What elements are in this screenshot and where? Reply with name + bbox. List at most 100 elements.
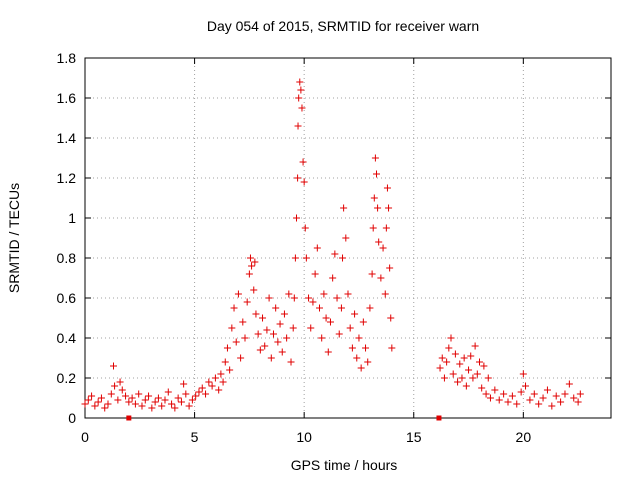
data-point bbox=[309, 298, 317, 306]
data-point bbox=[552, 392, 560, 400]
x-tick-label: 5 bbox=[191, 429, 199, 445]
data-point bbox=[480, 362, 488, 370]
data-point bbox=[256, 346, 264, 354]
data-point bbox=[295, 94, 303, 102]
data-point bbox=[287, 358, 295, 366]
data-point bbox=[205, 378, 213, 386]
data-point bbox=[311, 270, 319, 278]
data-point bbox=[252, 310, 260, 318]
y-tick-label: 1.4 bbox=[57, 130, 77, 146]
data-point bbox=[342, 234, 350, 242]
data-point bbox=[385, 204, 393, 212]
data-point bbox=[359, 318, 367, 326]
data-point bbox=[484, 374, 492, 382]
data-point bbox=[91, 402, 99, 410]
y-axis-label: SRMTID / TECUs bbox=[6, 183, 22, 293]
data-point bbox=[495, 396, 503, 404]
data-point bbox=[478, 384, 486, 392]
y-tick-label: 0 bbox=[68, 410, 76, 426]
x-tick-labels: 0 5 10 15 20 bbox=[81, 429, 531, 445]
data-point bbox=[340, 204, 348, 212]
data-point bbox=[208, 382, 216, 390]
data-point bbox=[449, 370, 457, 378]
zero-value-marker bbox=[436, 415, 442, 421]
x-axis-label: GPS time / hours bbox=[291, 457, 398, 473]
data-point bbox=[171, 404, 179, 412]
data-point bbox=[337, 304, 345, 312]
data-point bbox=[88, 392, 96, 400]
data-point bbox=[135, 390, 143, 398]
data-point bbox=[274, 338, 282, 346]
data-point bbox=[174, 394, 182, 402]
data-point bbox=[232, 338, 240, 346]
data-point bbox=[251, 258, 259, 266]
data-point bbox=[228, 324, 236, 332]
data-point bbox=[211, 374, 219, 382]
data-point bbox=[154, 394, 162, 402]
data-point bbox=[530, 390, 538, 398]
data-point bbox=[291, 254, 299, 262]
data-point bbox=[299, 158, 307, 166]
data-point bbox=[522, 382, 530, 390]
data-point bbox=[148, 404, 156, 412]
data-point bbox=[101, 404, 109, 412]
data-point bbox=[276, 320, 284, 328]
data-point bbox=[294, 174, 302, 182]
data-point bbox=[151, 398, 159, 406]
data-point bbox=[517, 388, 525, 396]
data-point bbox=[451, 350, 459, 358]
x-tick-label: 20 bbox=[516, 429, 532, 445]
data-point bbox=[570, 394, 578, 402]
data-point bbox=[250, 286, 258, 294]
data-point bbox=[245, 270, 253, 278]
data-point bbox=[473, 370, 481, 378]
data-point bbox=[386, 264, 394, 272]
data-point bbox=[267, 354, 275, 362]
x-tick-label: 0 bbox=[81, 429, 89, 445]
data-point bbox=[237, 354, 245, 362]
data-point bbox=[114, 396, 122, 404]
data-points bbox=[81, 78, 584, 421]
data-point bbox=[145, 392, 153, 400]
y-tick-label: 1 bbox=[68, 210, 76, 226]
data-point bbox=[548, 402, 556, 410]
data-point bbox=[561, 390, 569, 398]
data-point bbox=[280, 310, 288, 318]
data-point bbox=[362, 344, 370, 352]
data-point bbox=[381, 290, 389, 298]
data-point bbox=[557, 398, 565, 406]
data-point bbox=[436, 364, 444, 372]
data-point bbox=[369, 224, 377, 232]
data-point bbox=[111, 382, 119, 390]
data-point bbox=[574, 398, 582, 406]
chart-title: Day 054 of 2015, SRMTID for receiver war… bbox=[207, 18, 479, 34]
data-point bbox=[241, 334, 249, 342]
data-point bbox=[302, 254, 310, 262]
data-point bbox=[269, 330, 277, 338]
data-point bbox=[379, 244, 387, 252]
data-point bbox=[320, 290, 328, 298]
data-point bbox=[289, 324, 297, 332]
data-point bbox=[202, 390, 210, 398]
data-point bbox=[333, 294, 341, 302]
data-point bbox=[259, 314, 267, 322]
data-point bbox=[335, 330, 343, 338]
y-tick-label: 0.6 bbox=[57, 290, 77, 306]
data-point bbox=[539, 394, 547, 402]
data-point bbox=[221, 358, 229, 366]
data-point bbox=[364, 358, 372, 366]
data-point bbox=[297, 86, 305, 94]
data-point bbox=[438, 354, 446, 362]
data-point bbox=[565, 380, 573, 388]
y-tick-label: 1.6 bbox=[57, 90, 77, 106]
data-point bbox=[195, 388, 203, 396]
data-point bbox=[316, 304, 324, 312]
data-point bbox=[192, 392, 200, 400]
data-point bbox=[375, 238, 383, 246]
data-point bbox=[265, 294, 273, 302]
data-point bbox=[454, 378, 462, 386]
data-point bbox=[261, 342, 269, 350]
data-point bbox=[239, 318, 247, 326]
data-point bbox=[462, 382, 470, 390]
data-point bbox=[460, 354, 468, 362]
